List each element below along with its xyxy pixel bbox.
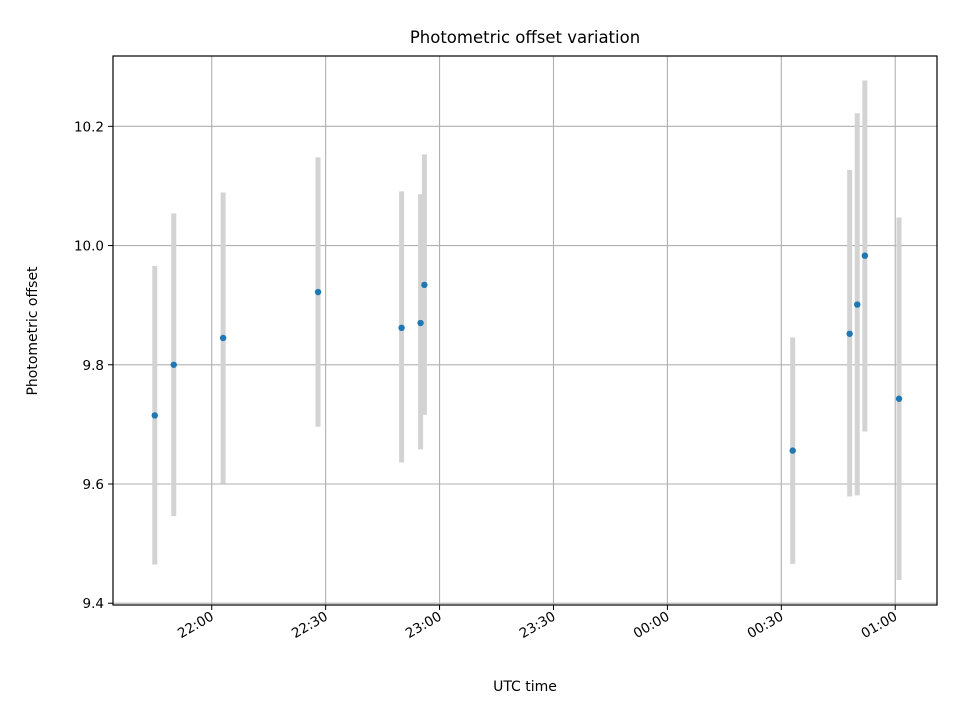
data-point xyxy=(314,288,322,296)
data-point xyxy=(861,252,869,259)
data-point xyxy=(417,319,424,327)
y-axis-title: Photometric offset xyxy=(25,266,41,396)
y-tick-label: 10.0 xyxy=(74,239,104,255)
data-point xyxy=(895,395,903,402)
chart-title: Photometric offset variation xyxy=(410,28,640,47)
grid-layer xyxy=(113,56,937,605)
data-point xyxy=(421,281,428,289)
data-point xyxy=(219,334,227,342)
x-axis-title: UTC time xyxy=(493,679,557,695)
y-tick-label: 10.2 xyxy=(74,119,104,135)
plot-frame xyxy=(112,55,938,606)
data-point xyxy=(854,301,861,308)
y-tick-label: 9.6 xyxy=(83,477,104,493)
data-point xyxy=(846,330,853,337)
data-point xyxy=(398,324,405,332)
y-tick-label: 9.8 xyxy=(83,358,104,374)
y-tick-label: 9.4 xyxy=(83,596,104,612)
data-point xyxy=(789,447,796,454)
data-point xyxy=(170,361,177,368)
data-point xyxy=(151,412,158,419)
point-layer xyxy=(151,252,903,454)
